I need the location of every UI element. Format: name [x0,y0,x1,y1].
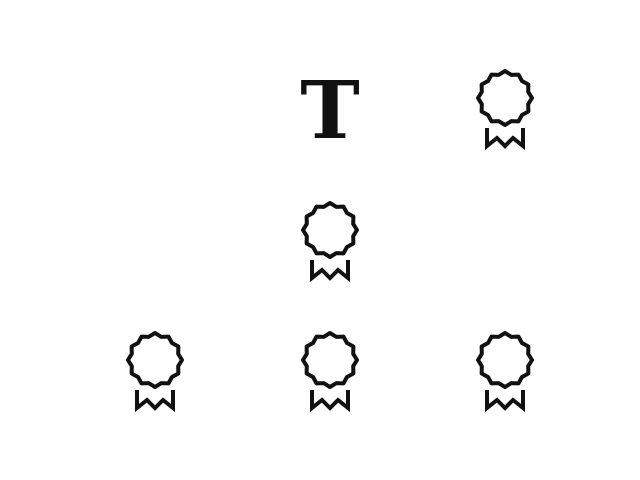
grid-cell-award [275,317,385,427]
award-seal-shape [476,69,534,127]
award-ribbon-icon [126,331,184,413]
award-seal-shape [301,331,359,389]
letter-t-glyph: T [300,63,360,157]
grid-cell-award [275,187,385,297]
award-ribbon-icon [476,69,534,151]
award-ribbon-icon [301,201,359,283]
award-ribbon-tails [485,128,525,151]
award-seal-shape [476,331,534,389]
award-seal-shape [301,201,359,259]
grid-cell-letter: T [275,55,385,165]
award-ribbon-tails [485,390,525,413]
award-ribbon-icon [301,331,359,413]
award-ribbon-tails [310,260,350,283]
grid-cell-award [450,317,560,427]
award-ribbon-icon [476,331,534,413]
award-seal-shape [126,331,184,389]
award-ribbon-tails [310,390,350,413]
grid-cell-award [100,317,210,427]
award-ribbon-tails [135,390,175,413]
grid-cell-award [450,55,560,165]
